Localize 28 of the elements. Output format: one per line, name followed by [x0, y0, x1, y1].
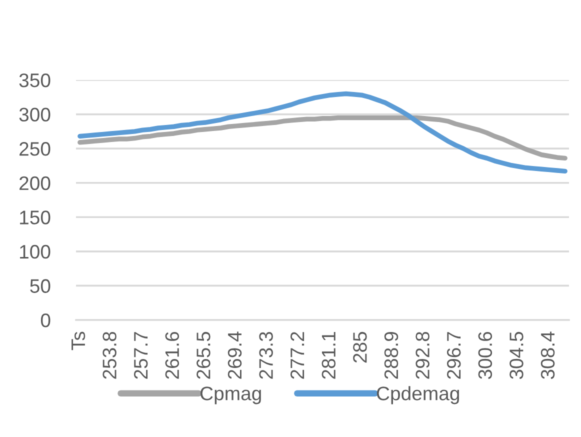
x-tick-label: Ts — [72, 332, 86, 350]
y-tick-label: 350 — [19, 73, 50, 88]
y-tick-label: 0 — [40, 313, 50, 328]
legend-label: Cpmag — [200, 386, 261, 404]
x-tick-label: 292.8 — [416, 332, 430, 379]
y-tick-label: 150 — [20, 210, 50, 224]
x-tick-label: 288.9 — [384, 332, 398, 379]
y-tick-label: 50 — [30, 279, 50, 293]
x-tick-label: 273.3 — [259, 332, 273, 379]
x-tick-label: 281.1 — [322, 332, 336, 379]
x-tick-label: 265.5 — [196, 332, 210, 379]
y-tick-label: 300 — [19, 108, 50, 122]
x-tick-label: 269.4 — [228, 332, 242, 379]
x-tick-label: 261.6 — [165, 332, 180, 379]
line-series — [78, 115, 568, 161]
x-tick-label: 308.4 — [540, 332, 555, 380]
x-tick-label: 253.8 — [102, 332, 116, 379]
y-tick-label: 100 — [20, 244, 50, 259]
x-tick-label: 257.7 — [134, 332, 148, 379]
y-tick-label: 250 — [20, 142, 50, 156]
x-tick-label: 296.7 — [446, 332, 461, 379]
x-tick-label: 304.5 — [510, 332, 524, 380]
legend-label: Cpdemag — [376, 386, 459, 404]
x-tick-label: 277.2 — [290, 332, 304, 379]
x-tick-label: 285 — [353, 332, 367, 363]
line-series — [78, 91, 568, 174]
x-tick-label: 300.6 — [478, 332, 492, 380]
y-tick-label: 200 — [20, 176, 50, 190]
